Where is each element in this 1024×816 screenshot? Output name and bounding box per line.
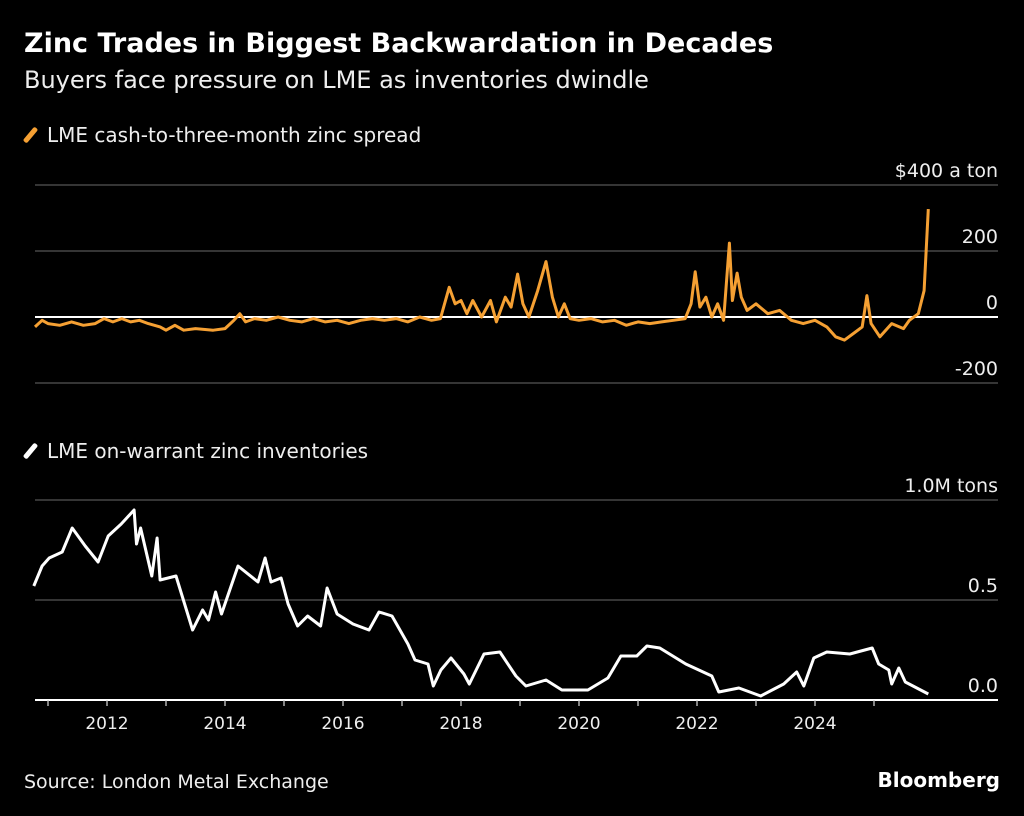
y-tick-label: -200 (955, 358, 998, 380)
chart-title: Zinc Trades in Biggest Backwardation in … (24, 28, 774, 59)
series-line (33, 209, 930, 342)
x-tick-label: 2012 (85, 714, 128, 734)
legend-inventories: LME on-warrant zinc inventories (22, 439, 369, 463)
bloomberg-logo: Bloomberg (877, 768, 1000, 792)
x-tick-label: 2020 (557, 714, 600, 734)
y-tick-label: 1.0M tons (904, 475, 998, 497)
legend-spread: LME cash-to-three-month zinc spread (22, 123, 422, 147)
legend-label: LME on-warrant zinc inventories (47, 439, 369, 463)
source-note: Source: London Metal Exchange (24, 771, 329, 793)
chart-subtitle: Buyers face pressure on LME as inventori… (24, 66, 649, 94)
x-tick-label: 2022 (675, 714, 718, 734)
legend-label: LME cash-to-three-month zinc spread (47, 123, 422, 147)
y-tick-label: $400 a ton (895, 160, 998, 182)
x-tick-label: 2024 (793, 714, 836, 734)
x-tick-label: 2014 (203, 714, 246, 734)
y-tick-label: 0 (986, 292, 998, 314)
y-tick-label: 200 (962, 226, 998, 248)
x-tick-label: 2016 (321, 714, 364, 734)
y-tick-label: 0.0 (968, 675, 998, 697)
series-line (32, 508, 929, 698)
x-tick-label: 2018 (439, 714, 482, 734)
y-tick-label: 0.5 (968, 575, 998, 597)
